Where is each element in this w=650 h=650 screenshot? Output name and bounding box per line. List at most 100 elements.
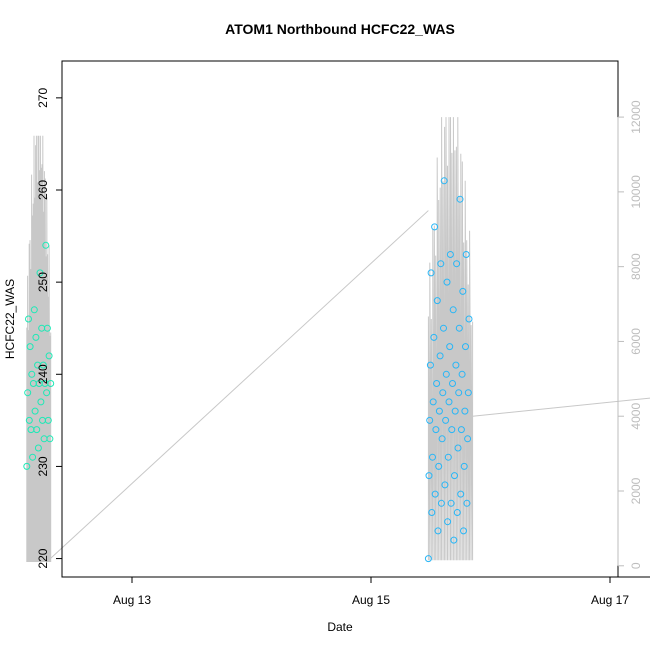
data-point [25, 315, 32, 323]
y2-tick-label: 4000 [629, 403, 643, 430]
data-point [449, 306, 457, 314]
data-point [26, 343, 34, 351]
y2-tick-label: 0 [629, 562, 643, 569]
data-point [45, 352, 53, 360]
data-point [42, 241, 50, 249]
data-point [431, 490, 439, 498]
data-point [426, 416, 434, 424]
x-axis-label: Date [327, 620, 353, 634]
y2-tick-label: 10000 [629, 175, 643, 209]
data-point [436, 352, 444, 360]
data-point [456, 195, 464, 203]
data-point [32, 333, 40, 341]
data-point [437, 260, 445, 268]
x-tick-label: Aug 17 [591, 593, 629, 607]
data-point [445, 398, 453, 406]
data-point [440, 324, 447, 332]
y-tick-label: 220 [36, 548, 50, 568]
data-point [460, 462, 468, 470]
data-point [439, 389, 447, 397]
data-point [462, 251, 470, 258]
data-point [455, 324, 463, 332]
data-point [47, 380, 55, 387]
data-point [464, 389, 472, 397]
altitude-trace [427, 117, 474, 561]
data-point [431, 223, 439, 231]
data-point [39, 361, 47, 369]
data-point [37, 398, 45, 406]
data-point [25, 416, 33, 424]
data-point [36, 269, 44, 277]
data-point [437, 499, 445, 507]
data-point [447, 499, 455, 507]
data-point [444, 518, 452, 526]
chart-title: ATOM1 Northbound HCFC22_WAS [225, 21, 455, 37]
data-point [458, 370, 466, 378]
data-point [461, 407, 469, 415]
data-point [44, 416, 52, 424]
data-point [430, 333, 438, 341]
y-tick-label: 240 [36, 364, 50, 384]
data-point [451, 407, 459, 415]
data-point [457, 426, 465, 434]
y-tick-label: 260 [36, 180, 50, 200]
data-point [425, 472, 433, 480]
y-tick-label: 250 [36, 272, 50, 292]
y2-tick-label: 12000 [629, 100, 643, 134]
data-point [443, 278, 451, 286]
data-point [432, 426, 440, 434]
data-point [46, 435, 54, 443]
y-axis-label: HCFC22_WAS [3, 279, 17, 359]
data-point [442, 370, 450, 378]
data-point [23, 462, 31, 470]
data-point [429, 398, 437, 406]
x-tick-label: Aug 15 [352, 593, 390, 607]
x-tick-label: Aug 13 [113, 593, 151, 607]
data-point [33, 426, 41, 434]
data-point [434, 527, 442, 535]
data-point [449, 380, 456, 387]
data-point [34, 444, 42, 452]
data-point [455, 389, 463, 397]
data-point [463, 499, 471, 507]
data-point [464, 435, 472, 443]
data-point [24, 389, 32, 397]
data-point [444, 453, 452, 461]
data-point [424, 555, 432, 563]
data-point [429, 453, 436, 461]
data-point [30, 306, 38, 314]
data-point [28, 370, 36, 378]
data-point [460, 527, 467, 535]
data-point [446, 343, 454, 351]
altitude-connector [472, 397, 650, 417]
data-point [453, 260, 461, 268]
data-point [462, 343, 469, 351]
data-point [43, 324, 51, 332]
data-point [465, 315, 473, 323]
y-tick-label: 230 [36, 456, 50, 476]
y2-tick-label: 8000 [629, 253, 643, 280]
y2-tick-label: 6000 [629, 328, 643, 355]
data-point [459, 287, 467, 295]
data-point [442, 416, 450, 424]
data-point [454, 444, 462, 452]
data-point [29, 453, 37, 461]
altitude-connector [50, 210, 429, 559]
data-point [451, 472, 458, 480]
y-axis: 220 230 240 250 260 270 [36, 88, 63, 569]
y2-tick-label: 2000 [629, 477, 643, 504]
data-point [448, 426, 456, 434]
data-point [438, 435, 446, 443]
data-point [453, 509, 461, 516]
altitude-layer [26, 117, 650, 563]
data-point [452, 361, 460, 369]
data-point [43, 389, 51, 397]
data-point [446, 251, 454, 258]
y-tick-label: 270 [36, 88, 50, 108]
data-point [427, 269, 435, 277]
data-point [433, 297, 441, 305]
data-point [440, 177, 448, 185]
plot-frame [61, 60, 619, 578]
